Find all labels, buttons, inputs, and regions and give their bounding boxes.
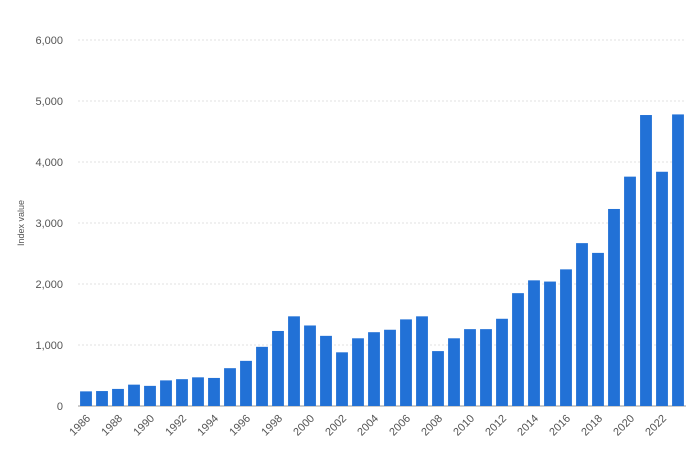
x-tick-label: 1988 <box>99 413 125 439</box>
y-axis-title: Index value <box>16 200 26 246</box>
bar-2007 <box>416 316 428 406</box>
bar-2021 <box>640 115 652 406</box>
y-tick-label: 6,000 <box>35 35 63 47</box>
bar-2019 <box>608 208 620 406</box>
bar-1989 <box>128 384 140 406</box>
bar-2003 <box>352 338 364 406</box>
y-axis-tick-labels: 0 1,000 2,000 3,000 4,000 5,000 6,000 <box>35 35 63 413</box>
bar-2001 <box>320 335 332 406</box>
bar-2004 <box>368 332 380 406</box>
bar-1999 <box>288 316 300 406</box>
y-tick-label: 5,000 <box>35 96 63 108</box>
bar-2015 <box>544 281 556 406</box>
x-tick-label: 2018 <box>579 413 605 439</box>
bar-2013 <box>512 293 524 406</box>
bar-1993 <box>192 377 204 406</box>
bar-1990 <box>144 385 156 406</box>
x-tick-label: 1986 <box>67 413 93 439</box>
bar-2010 <box>464 329 476 406</box>
x-tick-label: 1996 <box>227 413 253 439</box>
bar-1986 <box>80 391 92 406</box>
bar-2017 <box>576 243 588 406</box>
y-tick-label: 4,000 <box>35 157 63 169</box>
bar-1997 <box>256 346 268 406</box>
bar-1992 <box>176 379 188 406</box>
bar-2022 <box>656 171 668 406</box>
bar-1995 <box>224 368 236 406</box>
y-tick-label: 3,000 <box>35 218 63 230</box>
x-tick-label: 2014 <box>515 413 541 439</box>
bar-1998 <box>272 330 284 406</box>
x-tick-label: 2008 <box>419 413 445 439</box>
bar-2018 <box>592 252 604 406</box>
x-tick-label: 2006 <box>387 413 413 439</box>
bar-2014 <box>528 280 540 406</box>
bar-1994 <box>208 377 220 406</box>
bar-2020 <box>624 176 636 406</box>
x-tick-label: 2002 <box>323 413 349 439</box>
bar-2012 <box>496 318 508 406</box>
bar-2005 <box>384 329 396 406</box>
y-tick-label: 1,000 <box>35 340 63 352</box>
x-tick-label: 2022 <box>643 413 669 439</box>
x-axis-tick-labels: 1986 1988 1990 1992 1994 1996 1998 2000 2002 2004… <box>67 413 669 439</box>
x-tick-label: 2012 <box>483 413 509 439</box>
x-tick-label: 1998 <box>259 413 285 439</box>
bar-1991 <box>160 380 172 406</box>
bar-2023 <box>672 114 684 407</box>
x-tick-label: 2000 <box>291 413 317 439</box>
x-tick-label: 1994 <box>195 413 221 439</box>
bar-2002 <box>336 352 348 406</box>
x-tick-label: 2010 <box>451 413 477 439</box>
bar-2006 <box>400 319 412 406</box>
bar-1988 <box>112 388 124 406</box>
bar-2016 <box>560 269 572 406</box>
bar-2000 <box>304 325 316 406</box>
x-tick-label: 2020 <box>611 413 637 439</box>
y-tick-label: 0 <box>57 401 63 413</box>
bar-2011 <box>480 329 492 406</box>
x-tick-label: 1992 <box>163 413 189 439</box>
bars <box>80 114 684 407</box>
x-tick-label: 1990 <box>131 413 157 439</box>
x-tick-label: 2016 <box>547 413 573 439</box>
bar-1987 <box>96 391 108 406</box>
x-tick-label: 2004 <box>355 413 381 439</box>
bar-2008 <box>432 351 444 406</box>
y-tick-label: 2,000 <box>35 279 63 291</box>
bar-1996 <box>240 360 252 406</box>
bar-2009 <box>448 338 460 406</box>
